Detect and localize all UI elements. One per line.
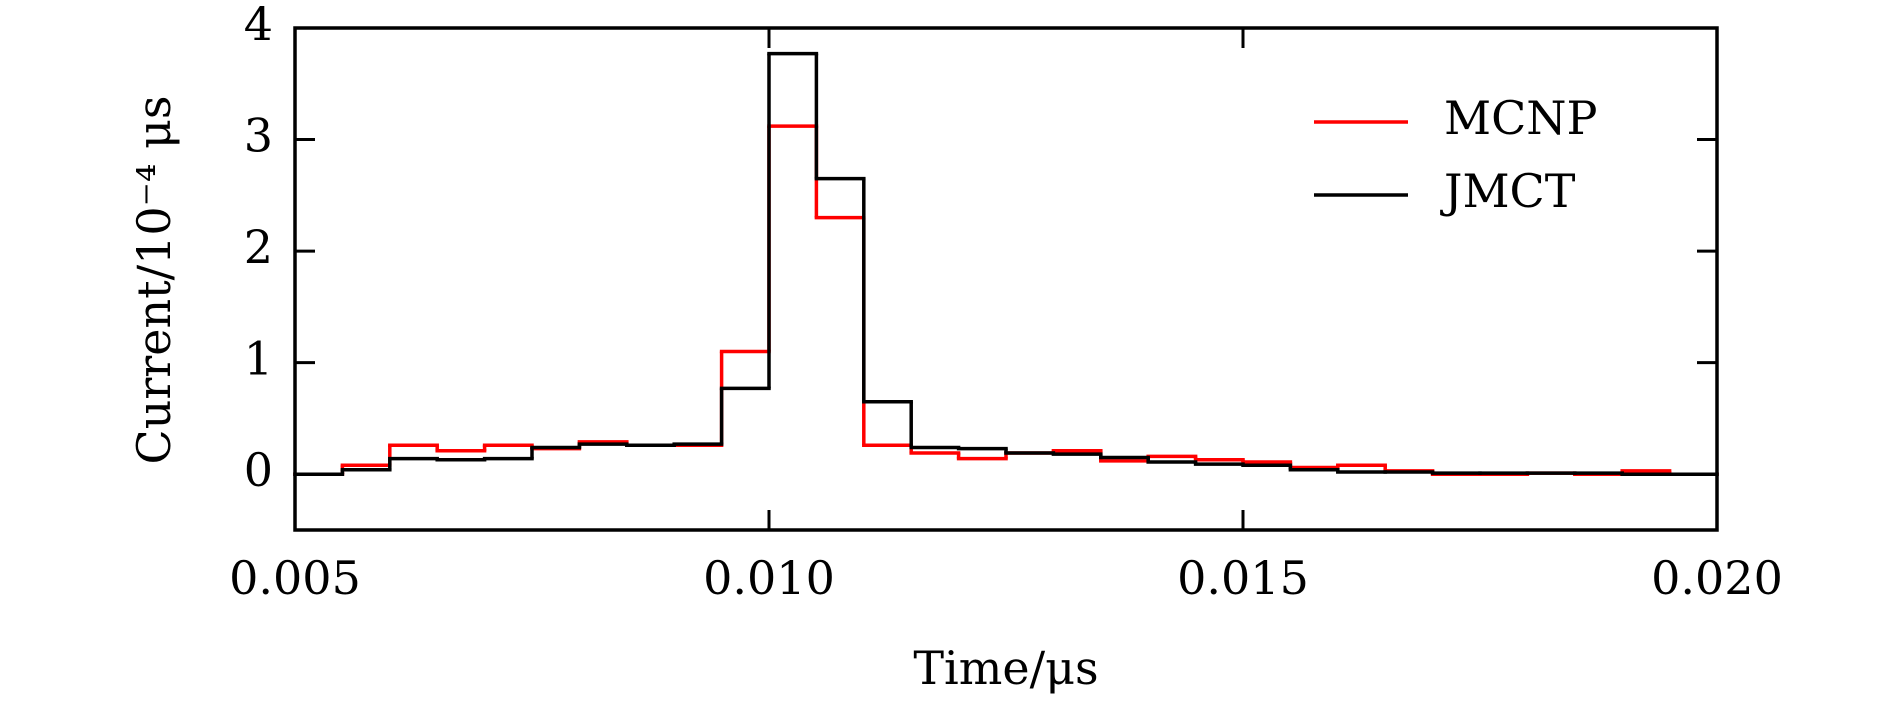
y-tick-label: 2	[244, 220, 273, 274]
y-tick-label: 1	[244, 332, 273, 386]
legend-label: MCNP	[1444, 91, 1598, 145]
y-axis-title: Current/10⁻⁴ μs	[127, 95, 181, 464]
legend-label: JMCT	[1440, 164, 1576, 218]
y-tick-label: 0	[244, 443, 273, 497]
y-tick-label: 3	[244, 109, 273, 163]
x-tick-label: 0.020	[1651, 551, 1783, 605]
x-tick-label: 0.005	[229, 551, 361, 605]
x-tick-label: 0.010	[703, 551, 835, 605]
x-axis-title: Time/μs	[913, 641, 1098, 695]
x-tick-label: 0.015	[1177, 551, 1309, 605]
plot-frame	[293, 26, 1719, 532]
y-tick-label: 4	[244, 0, 273, 51]
